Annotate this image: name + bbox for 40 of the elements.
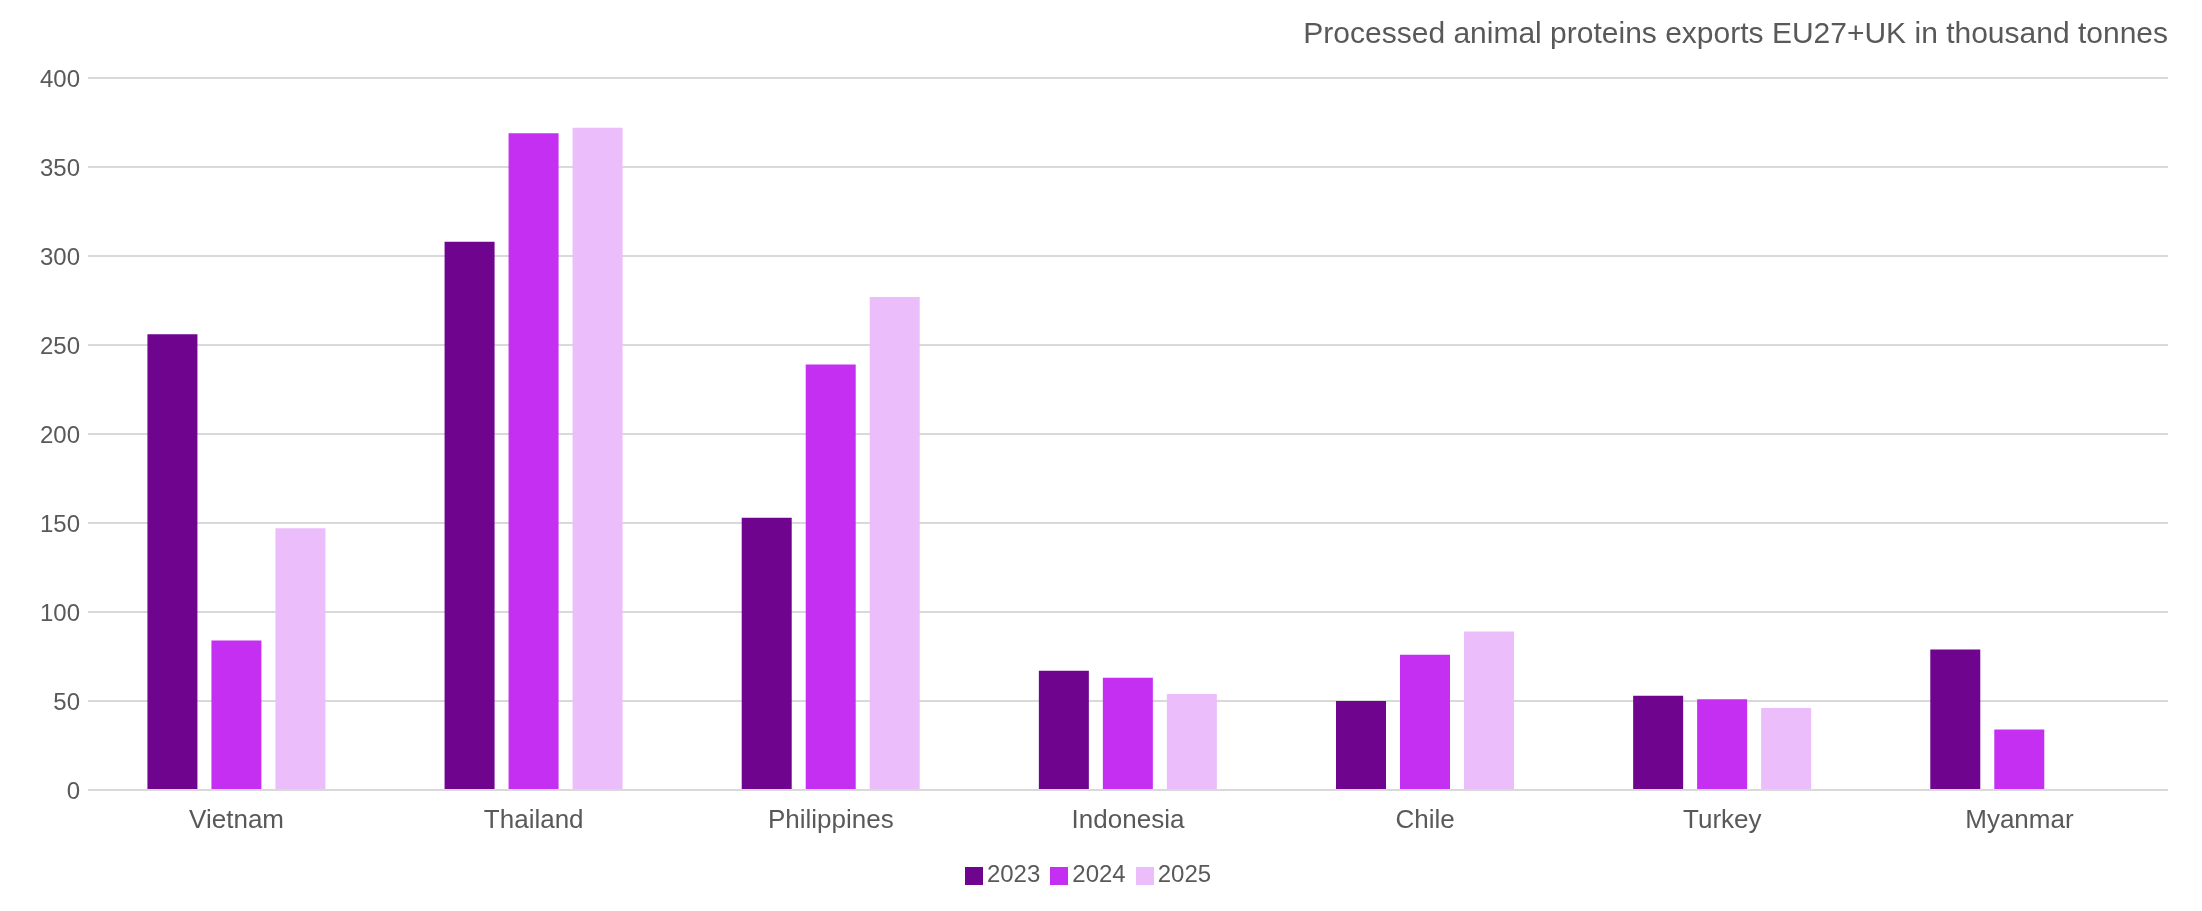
x-tick-label: Myanmar: [1965, 804, 2074, 835]
y-tick-label: 200: [39, 420, 80, 448]
bar: [1166, 693, 1217, 790]
bar: [1464, 631, 1514, 790]
bar: [508, 133, 559, 790]
bar: [211, 640, 262, 790]
bar: [1761, 708, 1812, 790]
bar: [1994, 729, 2045, 790]
legend-label: 2024: [1072, 860, 1126, 887]
x-tick-label: Chile: [1395, 804, 1455, 835]
x-tick-label: Philippines: [767, 804, 894, 835]
y-tick-label: 300: [39, 242, 80, 270]
y-tick-label: 150: [39, 509, 80, 537]
bar: [1697, 699, 1748, 790]
x-tick-label: Vietnam: [189, 804, 285, 835]
bar: [1102, 677, 1153, 790]
bar: [805, 364, 856, 790]
y-tick-label: 400: [39, 64, 80, 92]
bar: [869, 296, 920, 790]
x-tick-label: Turkey: [1683, 804, 1762, 835]
bar: [741, 517, 792, 790]
y-tick-label: 100: [39, 598, 80, 626]
legend-label: 2025: [1157, 860, 1212, 887]
bar: [572, 127, 623, 790]
bar: [147, 334, 198, 790]
bar: [1038, 670, 1089, 790]
x-tick-label: Thailand: [483, 804, 584, 835]
bar: [1633, 695, 1684, 790]
y-tick-label: 350: [39, 153, 80, 181]
bar: [444, 241, 495, 790]
bar: [1336, 701, 1386, 790]
chart-title: Processed animal proteins exports EU27+UK in thousand tonnes: [1303, 16, 2168, 50]
bar: [1930, 649, 1981, 790]
bar: [1400, 654, 1450, 790]
x-tick-label: Indonesia: [1071, 804, 1185, 835]
legend-label: 2023: [986, 860, 1041, 887]
y-tick-label: 0: [66, 776, 80, 804]
y-tick-label: 50: [53, 687, 80, 715]
y-tick-label: 250: [39, 331, 80, 359]
bar: [275, 528, 326, 790]
